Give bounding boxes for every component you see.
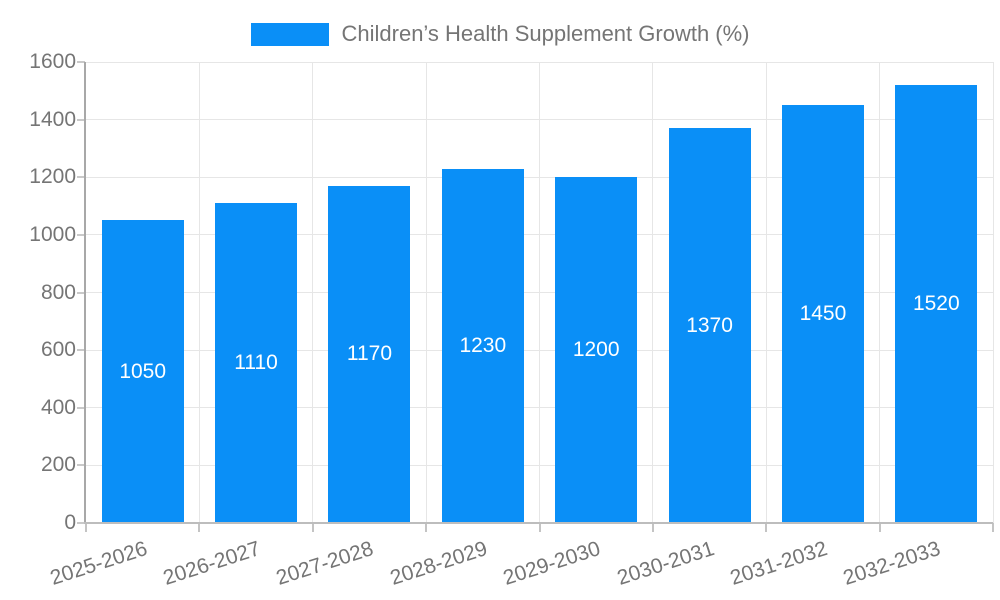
y-axis-tick	[77, 118, 85, 121]
x-tick-label: 2025-2026	[47, 537, 150, 590]
bar-value-label: 1110	[234, 351, 278, 375]
y-tick-label: 800	[40, 280, 76, 304]
bar-2025-2026[interactable]: 1050	[101, 220, 184, 523]
gridline-vertical	[879, 62, 881, 523]
legend-label: Children’s Health Supplement Growth (%)	[341, 21, 750, 46]
y-tick-label: 1200	[29, 165, 76, 189]
gridline-vertical	[539, 62, 540, 523]
x-tick-label: 2028-2029	[387, 537, 490, 590]
x-axis-line	[84, 522, 993, 524]
x-tick-label: 2026-2027	[160, 537, 264, 590]
bar-2029-2030[interactable]: 1200	[555, 177, 638, 523]
x-axis-tick	[878, 523, 881, 532]
legend[interactable]: Children’s Health Supplement Growth (%)	[0, 21, 1000, 47]
plot-area: 1050 1110 1170 1230 1200 1370 1450 1520	[86, 61, 994, 523]
x-axis-tick	[538, 523, 541, 532]
x-axis-tick	[992, 523, 994, 532]
x-axis-tick	[85, 523, 87, 532]
gridline-vertical	[765, 62, 767, 523]
legend-swatch[interactable]	[250, 22, 329, 46]
x-tick-label: 2031-2032	[727, 537, 831, 590]
x-tick-label: 2029-2030	[500, 537, 604, 590]
bar-2027-2028[interactable]: 1170	[328, 185, 411, 523]
y-axis-tick	[77, 349, 85, 352]
y-axis-tick	[77, 464, 85, 467]
gridline-vertical	[425, 62, 427, 523]
y-tick-label: 1000	[29, 222, 76, 246]
y-axis-line	[84, 62, 86, 523]
y-axis-tick	[77, 61, 85, 63]
y-axis-tick	[77, 406, 85, 409]
x-tick-label: 2030-2031	[614, 537, 717, 590]
x-axis-tick	[425, 523, 428, 532]
bar-value-label: 1450	[799, 302, 847, 326]
x-axis-tick	[198, 523, 201, 532]
x-tick-label: 2032-2033	[840, 537, 944, 590]
bar-2028-2029[interactable]: 1230	[441, 168, 524, 523]
bar-2030-2031[interactable]: 1370	[668, 128, 751, 523]
bar-2026-2027[interactable]: 1110	[215, 203, 298, 523]
gridline-vertical	[992, 62, 994, 523]
y-tick-label: 600	[40, 338, 76, 362]
gridline-vertical	[198, 62, 200, 523]
gridline-vertical	[652, 62, 654, 523]
y-tick-label: 1400	[29, 107, 76, 131]
y-axis-tick	[77, 291, 85, 294]
x-axis-tick	[765, 523, 768, 532]
y-axis-tick	[77, 233, 85, 236]
x-tick-label: 2027-2028	[273, 537, 377, 590]
y-axis-tick	[77, 176, 85, 179]
bar-value-label: 1520	[912, 292, 960, 316]
y-tick-label: 200	[40, 453, 76, 477]
bar-value-label: 1230	[459, 333, 507, 357]
bar-2031-2032[interactable]: 1450	[781, 105, 864, 523]
bar-value-label: 1050	[119, 359, 167, 383]
x-axis-tick	[651, 523, 654, 532]
bar-value-label: 1200	[572, 338, 620, 362]
bar-value-label: 1370	[686, 313, 733, 337]
y-axis-tick	[77, 522, 85, 524]
gridline-vertical	[312, 62, 314, 523]
bar-value-label: 1170	[346, 342, 393, 366]
y-tick-label: 400	[40, 395, 76, 419]
y-tick-label: 1600	[29, 50, 76, 73]
y-tick-label: 0	[64, 511, 76, 534]
bar-2032-2033[interactable]: 1520	[895, 85, 978, 523]
x-axis-tick	[311, 523, 314, 532]
